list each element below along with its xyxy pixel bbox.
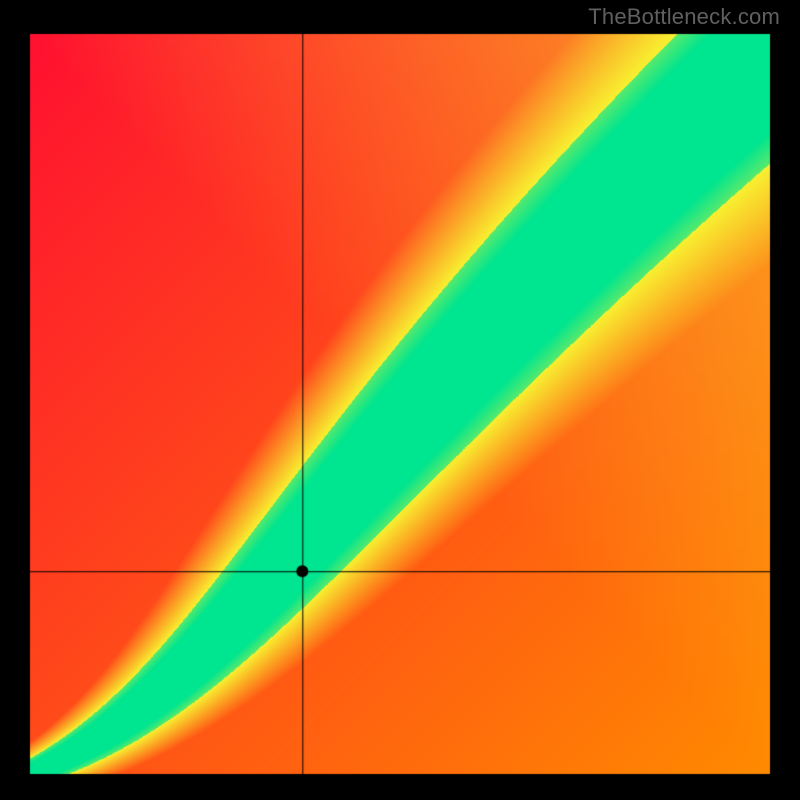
chart-container: TheBottleneck.com: [0, 0, 800, 800]
attribution-text: TheBottleneck.com: [588, 4, 780, 30]
heatmap-canvas: [0, 0, 800, 800]
